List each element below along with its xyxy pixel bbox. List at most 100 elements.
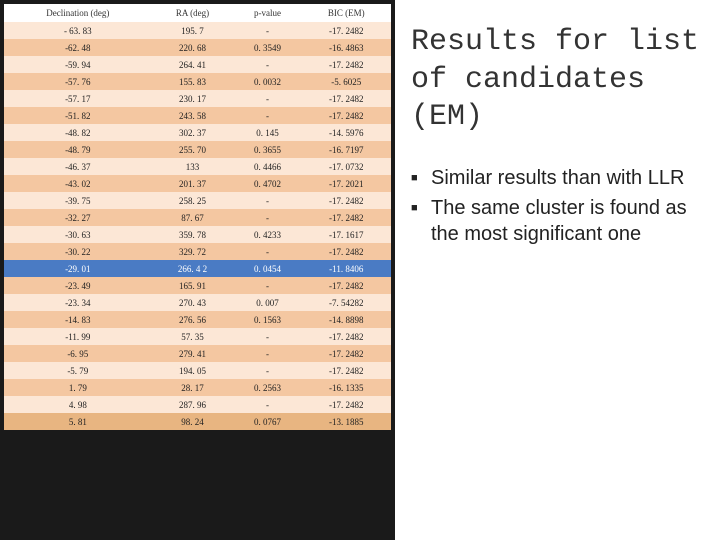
table-cell: 195. 7 [152,22,234,39]
table-cell: -17. 2482 [302,243,392,260]
table-cell: -17. 0732 [302,158,392,175]
table-row: -59. 94264. 41--17. 2482 [4,56,391,73]
table-cell: - 63. 83 [4,22,152,39]
table-cell: 0. 007 [233,294,301,311]
table-cell: -16. 1335 [302,379,392,396]
table-row: -39. 75258. 25--17. 2482 [4,192,391,209]
table-cell: 4. 98 [4,396,152,413]
table-cell: 57. 35 [152,328,234,345]
table-cell: 194. 05 [152,362,234,379]
page-title: Results for list of candidates (EM) [411,24,704,137]
table-cell: -23. 49 [4,277,152,294]
table-cell: - [233,277,301,294]
table-row: 1. 7928. 170. 2563-16. 1335 [4,379,391,396]
table-cell: 0. 3549 [233,39,301,56]
table-cell: 0. 0032 [233,73,301,90]
table-row: -23. 34270. 430. 007-7. 54282 [4,294,391,311]
table-cell: -46. 37 [4,158,152,175]
table-row: -43. 02201. 370. 4702-17. 2021 [4,175,391,192]
table-cell: - [233,362,301,379]
table-cell: 0. 2563 [233,379,301,396]
table-cell: -17. 2482 [302,209,392,226]
bullet-list: Similar results than with LLR The same c… [411,165,704,251]
table-cell: 1. 79 [4,379,152,396]
table-cell: -17. 2482 [302,362,392,379]
table-row: -6. 95279. 41--17. 2482 [4,345,391,362]
table-cell: -57. 17 [4,90,152,107]
table-cell: - [233,90,301,107]
table-body: - 63. 83195. 7--17. 2482-62. 48220. 680.… [4,22,391,430]
table-cell: 0. 3655 [233,141,301,158]
table-cell: -51. 82 [4,107,152,124]
table-cell: 155. 83 [152,73,234,90]
table-cell: -23. 34 [4,294,152,311]
table-cell: 258. 25 [152,192,234,209]
table-cell: -30. 63 [4,226,152,243]
table-cell: -6. 95 [4,345,152,362]
table-cell: -30. 22 [4,243,152,260]
table-cell: -16. 7197 [302,141,392,158]
table-cell: 5. 81 [4,413,152,430]
table-cell: 255. 70 [152,141,234,158]
table-cell: -62. 48 [4,39,152,56]
table-cell: -17. 2482 [302,192,392,209]
table-row: -57. 17230. 17--17. 2482 [4,90,391,107]
table-cell: 359. 78 [152,226,234,243]
table-cell: -39. 75 [4,192,152,209]
table-cell: -14. 83 [4,311,152,328]
table-cell: 0. 0454 [233,260,301,277]
table-cell: -17. 2482 [302,277,392,294]
table-cell: 279. 41 [152,345,234,362]
table-cell: -17. 2482 [302,22,392,39]
table-row: -32. 2787. 67--17. 2482 [4,209,391,226]
table-row: -14. 83276. 560. 1563-14. 8898 [4,311,391,328]
table-cell: -14. 5976 [302,124,392,141]
table-row: -57. 76155. 830. 0032-5. 6025 [4,73,391,90]
table-cell: -11. 8406 [302,260,392,277]
table-cell: 270. 43 [152,294,234,311]
table-cell: 287. 96 [152,396,234,413]
candidates-table: Declination (deg) RA (deg) p-value BIC (… [4,4,391,430]
table-cell: -7. 54282 [302,294,392,311]
table-row: -51. 82243. 58--17. 2482 [4,107,391,124]
table-cell: - [233,209,301,226]
table-row: -48. 79255. 700. 3655-16. 7197 [4,141,391,158]
table-cell: 329. 72 [152,243,234,260]
table-cell: 264. 41 [152,56,234,73]
table-cell: - [233,396,301,413]
table-cell: -57. 76 [4,73,152,90]
col-bic: BIC (EM) [302,4,392,22]
table-cell: - [233,22,301,39]
col-ra: RA (deg) [152,4,234,22]
table-cell: -17. 2021 [302,175,392,192]
table-cell: -11. 99 [4,328,152,345]
table-cell: -32. 27 [4,209,152,226]
table-cell: 0. 4233 [233,226,301,243]
table-cell: 165. 91 [152,277,234,294]
table-cell: -17. 2482 [302,90,392,107]
table-cell: - [233,56,301,73]
table-cell: -14. 8898 [302,311,392,328]
table-cell: 276. 56 [152,311,234,328]
table-row: - 63. 83195. 7--17. 2482 [4,22,391,39]
table-cell: -48. 82 [4,124,152,141]
table-row: -5. 79194. 05--17. 2482 [4,362,391,379]
table-panel: Declination (deg) RA (deg) p-value BIC (… [0,0,395,540]
table-header-row: Declination (deg) RA (deg) p-value BIC (… [4,4,391,22]
table-cell: 133 [152,158,234,175]
table-cell: 266. 4 2 [152,260,234,277]
table-cell: -5. 6025 [302,73,392,90]
table-cell: - [233,107,301,124]
table-row: -30. 22329. 72--17. 2482 [4,243,391,260]
table-cell: - [233,328,301,345]
table-row: -46. 371330. 4466-17. 0732 [4,158,391,175]
table-row: -29. 01266. 4 20. 0454-11. 8406 [4,260,391,277]
table-cell: - [233,243,301,260]
table-cell: -17. 2482 [302,345,392,362]
table-cell: -59. 94 [4,56,152,73]
table-row: -11. 9957. 35--17. 2482 [4,328,391,345]
bullet-item: Similar results than with LLR [411,165,704,191]
table-cell: -17. 2482 [302,107,392,124]
table-cell: -5. 79 [4,362,152,379]
table-cell: 230. 17 [152,90,234,107]
